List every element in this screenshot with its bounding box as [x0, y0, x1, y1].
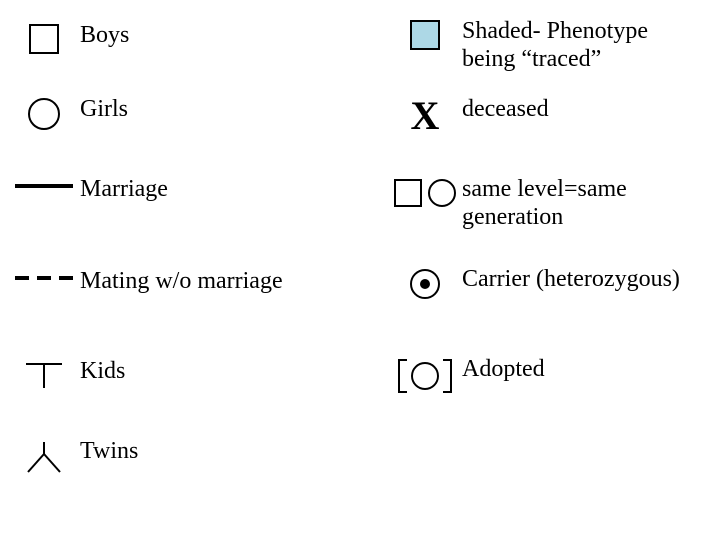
marriage-label: Marriage — [78, 176, 168, 204]
shaded-label: Shaded- Phenotype being “traced” — [460, 18, 690, 73]
boys-label: Boys — [78, 22, 129, 50]
legend-row-twins: Twins — [10, 438, 138, 476]
deceased-symbol: X — [390, 96, 460, 136]
boys-symbol — [10, 22, 78, 56]
twins-symbol — [10, 438, 78, 476]
legend-row-boys: Boys — [10, 22, 129, 56]
carrier-label: Carrier (heterozygous) — [460, 266, 680, 294]
legend-row-carrier: Carrier (heterozygous) — [390, 266, 680, 302]
legend-row-adopted: Adopted — [390, 356, 545, 396]
adopted-symbol — [390, 356, 460, 396]
samelevel-symbol — [390, 176, 460, 210]
x-icon: X — [411, 96, 440, 136]
girls-label: Girls — [78, 96, 128, 124]
adopted-label: Adopted — [460, 356, 545, 384]
girls-symbol — [10, 96, 78, 132]
carrier-symbol — [390, 266, 460, 302]
mating-symbol — [10, 268, 78, 288]
twins-label: Twins — [78, 438, 138, 466]
legend-row-deceased: X deceased — [390, 96, 549, 136]
legend-row-samelevel: same level=same generation — [390, 176, 680, 231]
legend-row-girls: Girls — [10, 96, 128, 132]
kids-label: Kids — [78, 358, 125, 386]
kids-symbol — [10, 358, 78, 392]
marriage-symbol — [10, 176, 78, 196]
legend-row-marriage: Marriage — [10, 176, 168, 204]
legend-row-kids: Kids — [10, 358, 125, 392]
samelevel-label: same level=same generation — [460, 176, 680, 231]
legend-row-shaded: Shaded- Phenotype being “traced” — [390, 18, 690, 73]
mating-label: Mating w/o marriage — [78, 268, 283, 296]
legend-row-mating: Mating w/o marriage — [10, 268, 283, 296]
shaded-symbol — [390, 18, 460, 52]
deceased-label: deceased — [460, 96, 549, 124]
